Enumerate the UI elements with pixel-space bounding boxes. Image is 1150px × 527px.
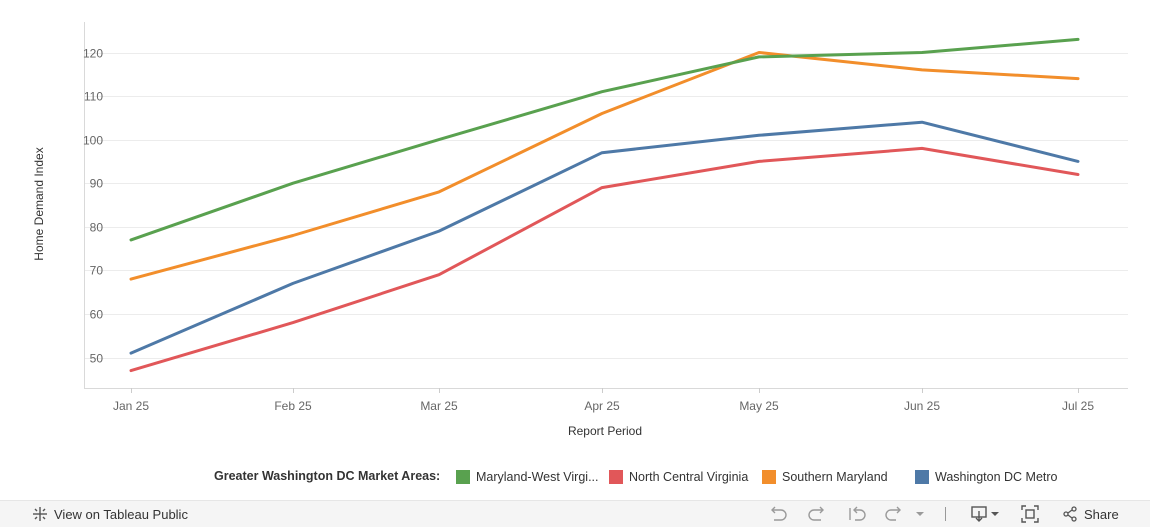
revert-button[interactable] <box>847 505 867 523</box>
redo-icon <box>808 506 824 521</box>
legend-swatch <box>609 470 623 484</box>
legend-title: Greater Washington DC Market Areas: <box>214 469 441 483</box>
view-on-tableau-public-link[interactable]: View on Tableau Public <box>32 506 188 522</box>
legend-label: Washington DC Metro <box>935 470 1058 484</box>
revert-icon <box>849 506 866 521</box>
fullscreen-button[interactable] <box>1021 505 1039 523</box>
gridlines <box>84 53 1128 359</box>
pause-dropdown-button[interactable] <box>915 505 925 523</box>
series-lines <box>129 37 1080 373</box>
tableau-toolbar: View on Tableau Public <box>0 500 1150 527</box>
legend-item-washington-dc-metro[interactable]: Washington DC Metro <box>915 466 1058 488</box>
refresh-button[interactable] <box>884 505 904 523</box>
y-tick-label: 90 <box>90 177 104 191</box>
legend-swatch <box>915 470 929 484</box>
series-line-southern-maryland <box>129 51 1080 281</box>
series-line-maryland-west-virgi <box>129 37 1080 242</box>
share-label: Share <box>1084 506 1119 522</box>
y-tick-label: 50 <box>90 352 104 366</box>
x-axis-title: Report Period <box>568 424 642 438</box>
chart-area: 50 60 70 80 90 100 110 120 Jan 25 Feb 25 Mar 25 Apr… <box>32 22 1128 438</box>
download-icon <box>971 506 999 522</box>
y-tick-label: 70 <box>90 264 104 278</box>
y-tick-label: 100 <box>83 134 103 148</box>
legend-swatch <box>762 470 776 484</box>
legend: Greater Washington DC Market Areas: Mary… <box>0 466 1150 488</box>
series-line-north-central-virginia <box>129 146 1080 373</box>
tick-labels: 50 60 70 80 90 100 110 120 Jan 25 Feb 25 Mar 25 Apr… <box>83 47 1094 414</box>
x-tick-label: Apr 25 <box>584 399 620 413</box>
redo-button[interactable] <box>807 505 827 523</box>
share-button[interactable]: Share <box>1062 506 1119 522</box>
chevron-down-icon <box>916 512 924 516</box>
refresh-icon <box>885 506 901 521</box>
axes <box>84 22 1128 393</box>
share-icon <box>1063 506 1077 522</box>
view-on-tableau-label: View on Tableau Public <box>54 506 188 522</box>
legend-item-north-central-virginia[interactable]: North Central Virginia <box>609 466 748 488</box>
y-tick-label: 120 <box>83 47 103 61</box>
undo-button[interactable] <box>768 505 788 523</box>
legend-label: Maryland-West Virgi... <box>476 470 599 484</box>
y-tick-label: 80 <box>90 221 104 235</box>
line-chart: 50 60 70 80 90 100 110 120 Jan 25 Feb 25 Mar 25 Apr… <box>32 22 1128 438</box>
x-tick-label: Mar 25 <box>420 399 458 413</box>
x-tick-label: May 25 <box>739 399 779 413</box>
legend-item-maryland-west-virginia[interactable]: Maryland-West Virgi... <box>456 466 599 488</box>
legend-swatch <box>456 470 470 484</box>
x-tick-label: Jan 25 <box>113 399 149 413</box>
x-tick-label: Jul 25 <box>1062 399 1094 413</box>
legend-item-southern-maryland[interactable]: Southern Maryland <box>762 466 888 488</box>
x-tick-label: Feb 25 <box>274 399 312 413</box>
toolbar-divider <box>945 507 946 521</box>
y-tick-label: 60 <box>90 308 104 322</box>
y-tick-label: 110 <box>84 90 103 104</box>
legend-label: North Central Virginia <box>629 470 749 484</box>
series-line-washington-dc-metro <box>129 120 1080 355</box>
legend-label: Southern Maryland <box>782 470 888 484</box>
tableau-logo-icon <box>33 507 47 521</box>
y-axis-title: Home Demand Index <box>32 147 46 260</box>
undo-icon <box>771 506 787 521</box>
download-button[interactable] <box>970 505 1000 523</box>
fullscreen-icon <box>1021 505 1039 523</box>
x-tick-label: Jun 25 <box>904 399 940 413</box>
